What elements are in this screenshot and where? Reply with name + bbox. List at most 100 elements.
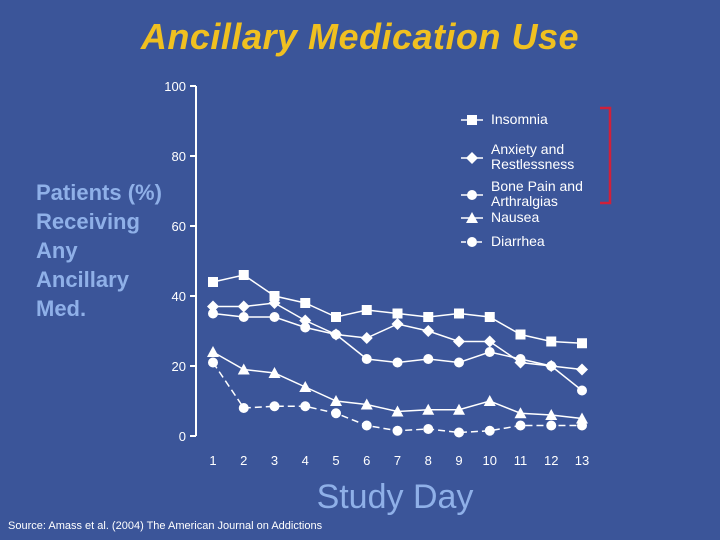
x-tick-label: 1	[209, 453, 216, 468]
data-point	[391, 318, 404, 330]
legend-marker	[467, 237, 477, 247]
data-point	[331, 312, 341, 322]
data-point	[422, 403, 435, 415]
data-point	[392, 308, 403, 319]
data-point	[361, 305, 372, 315]
data-point	[483, 395, 496, 406]
data-point	[453, 403, 465, 415]
legend-label: Diarrhea	[491, 233, 545, 249]
data-point	[453, 335, 465, 348]
data-point	[360, 332, 373, 344]
x-tick-label: 7	[394, 453, 401, 468]
x-tick-label: 4	[302, 453, 309, 468]
legend-marker	[466, 152, 478, 164]
data-point	[361, 354, 372, 364]
data-point	[546, 361, 557, 371]
y-tick-label: 60	[172, 219, 186, 234]
data-point	[545, 409, 558, 420]
data-point	[268, 367, 281, 378]
x-tick-label: 13	[575, 453, 589, 468]
legend-bracket	[600, 106, 612, 205]
data-point	[576, 363, 588, 376]
data-point	[484, 425, 495, 436]
x-axis-label: Study Day	[316, 478, 474, 516]
x-tick-label: 3	[271, 453, 278, 468]
source-citation: Source: Amass et al. (2004) The American…	[8, 520, 323, 532]
data-point	[269, 401, 280, 412]
data-point	[331, 408, 341, 419]
data-point	[515, 354, 526, 364]
legend-marker	[467, 115, 477, 125]
legend-marker	[467, 190, 477, 200]
data-point	[331, 329, 341, 340]
data-point	[546, 336, 557, 347]
data-point	[484, 347, 495, 357]
data-point	[300, 298, 311, 308]
data-point	[238, 270, 249, 280]
data-point	[330, 395, 342, 406]
data-point	[268, 297, 281, 309]
x-tick-label: 11	[514, 453, 528, 468]
data-point	[269, 312, 280, 322]
data-point	[577, 420, 587, 431]
y-axis-label-line: Patients (%)	[36, 180, 162, 205]
data-point	[392, 425, 403, 436]
data-point	[238, 403, 249, 413]
x-tick-label: 8	[425, 453, 432, 468]
data-point	[269, 291, 280, 301]
data-point	[207, 346, 219, 357]
legend-marker	[466, 212, 478, 223]
data-point	[360, 398, 373, 410]
y-axis-label-line: Med.	[36, 296, 87, 321]
x-tick-label: 6	[363, 453, 370, 468]
data-point	[300, 322, 311, 333]
legend-label: Nausea	[491, 209, 539, 225]
y-axis-label-line: Receiving	[36, 209, 140, 234]
legend-label: Bone Pain and	[491, 178, 583, 194]
data-point	[423, 354, 434, 364]
data-point	[238, 312, 249, 322]
y-tick-label: 100	[164, 79, 186, 94]
data-point	[422, 325, 435, 337]
slide-title: Ancillary Medication Use	[140, 16, 580, 57]
data-point	[423, 312, 434, 322]
x-tick-label: 9	[455, 453, 462, 468]
x-tick-label: 10	[483, 453, 497, 468]
x-tick-label: 5	[332, 453, 339, 468]
data-point	[391, 405, 404, 417]
y-axis-label-line: Ancillary	[36, 267, 129, 292]
legend-label: Arthralgias	[491, 193, 558, 209]
data-point	[514, 407, 527, 419]
data-point	[576, 412, 588, 424]
data-point	[208, 308, 218, 319]
y-tick-label: 20	[172, 359, 186, 374]
data-point	[423, 424, 434, 434]
y-axis-label-line: Any	[36, 238, 78, 263]
legend-label: Restlessness	[491, 156, 574, 172]
data-point	[300, 401, 311, 412]
data-point	[208, 357, 218, 368]
data-point	[515, 329, 526, 340]
data-point	[208, 277, 218, 287]
data-point	[515, 420, 526, 431]
legend-label: Anxiety and	[491, 141, 564, 157]
data-point	[361, 420, 372, 431]
y-tick-label: 0	[179, 429, 186, 444]
data-point	[454, 357, 464, 368]
x-tick-label: 12	[544, 453, 558, 468]
data-point	[454, 427, 464, 438]
data-point	[577, 338, 587, 349]
data-point	[237, 300, 250, 313]
data-point	[237, 363, 250, 375]
y-tick-label: 40	[172, 289, 186, 304]
x-tick-label: 2	[240, 453, 247, 468]
data-point	[454, 308, 464, 319]
y-axis-label: Patients (%) Receiving Any Ancillary Med…	[36, 178, 196, 323]
data-point	[392, 357, 403, 368]
legend-label: Insomnia	[491, 111, 548, 127]
data-point	[577, 385, 587, 396]
data-point	[299, 381, 312, 392]
y-tick-label: 80	[172, 149, 186, 164]
data-point	[546, 420, 557, 431]
